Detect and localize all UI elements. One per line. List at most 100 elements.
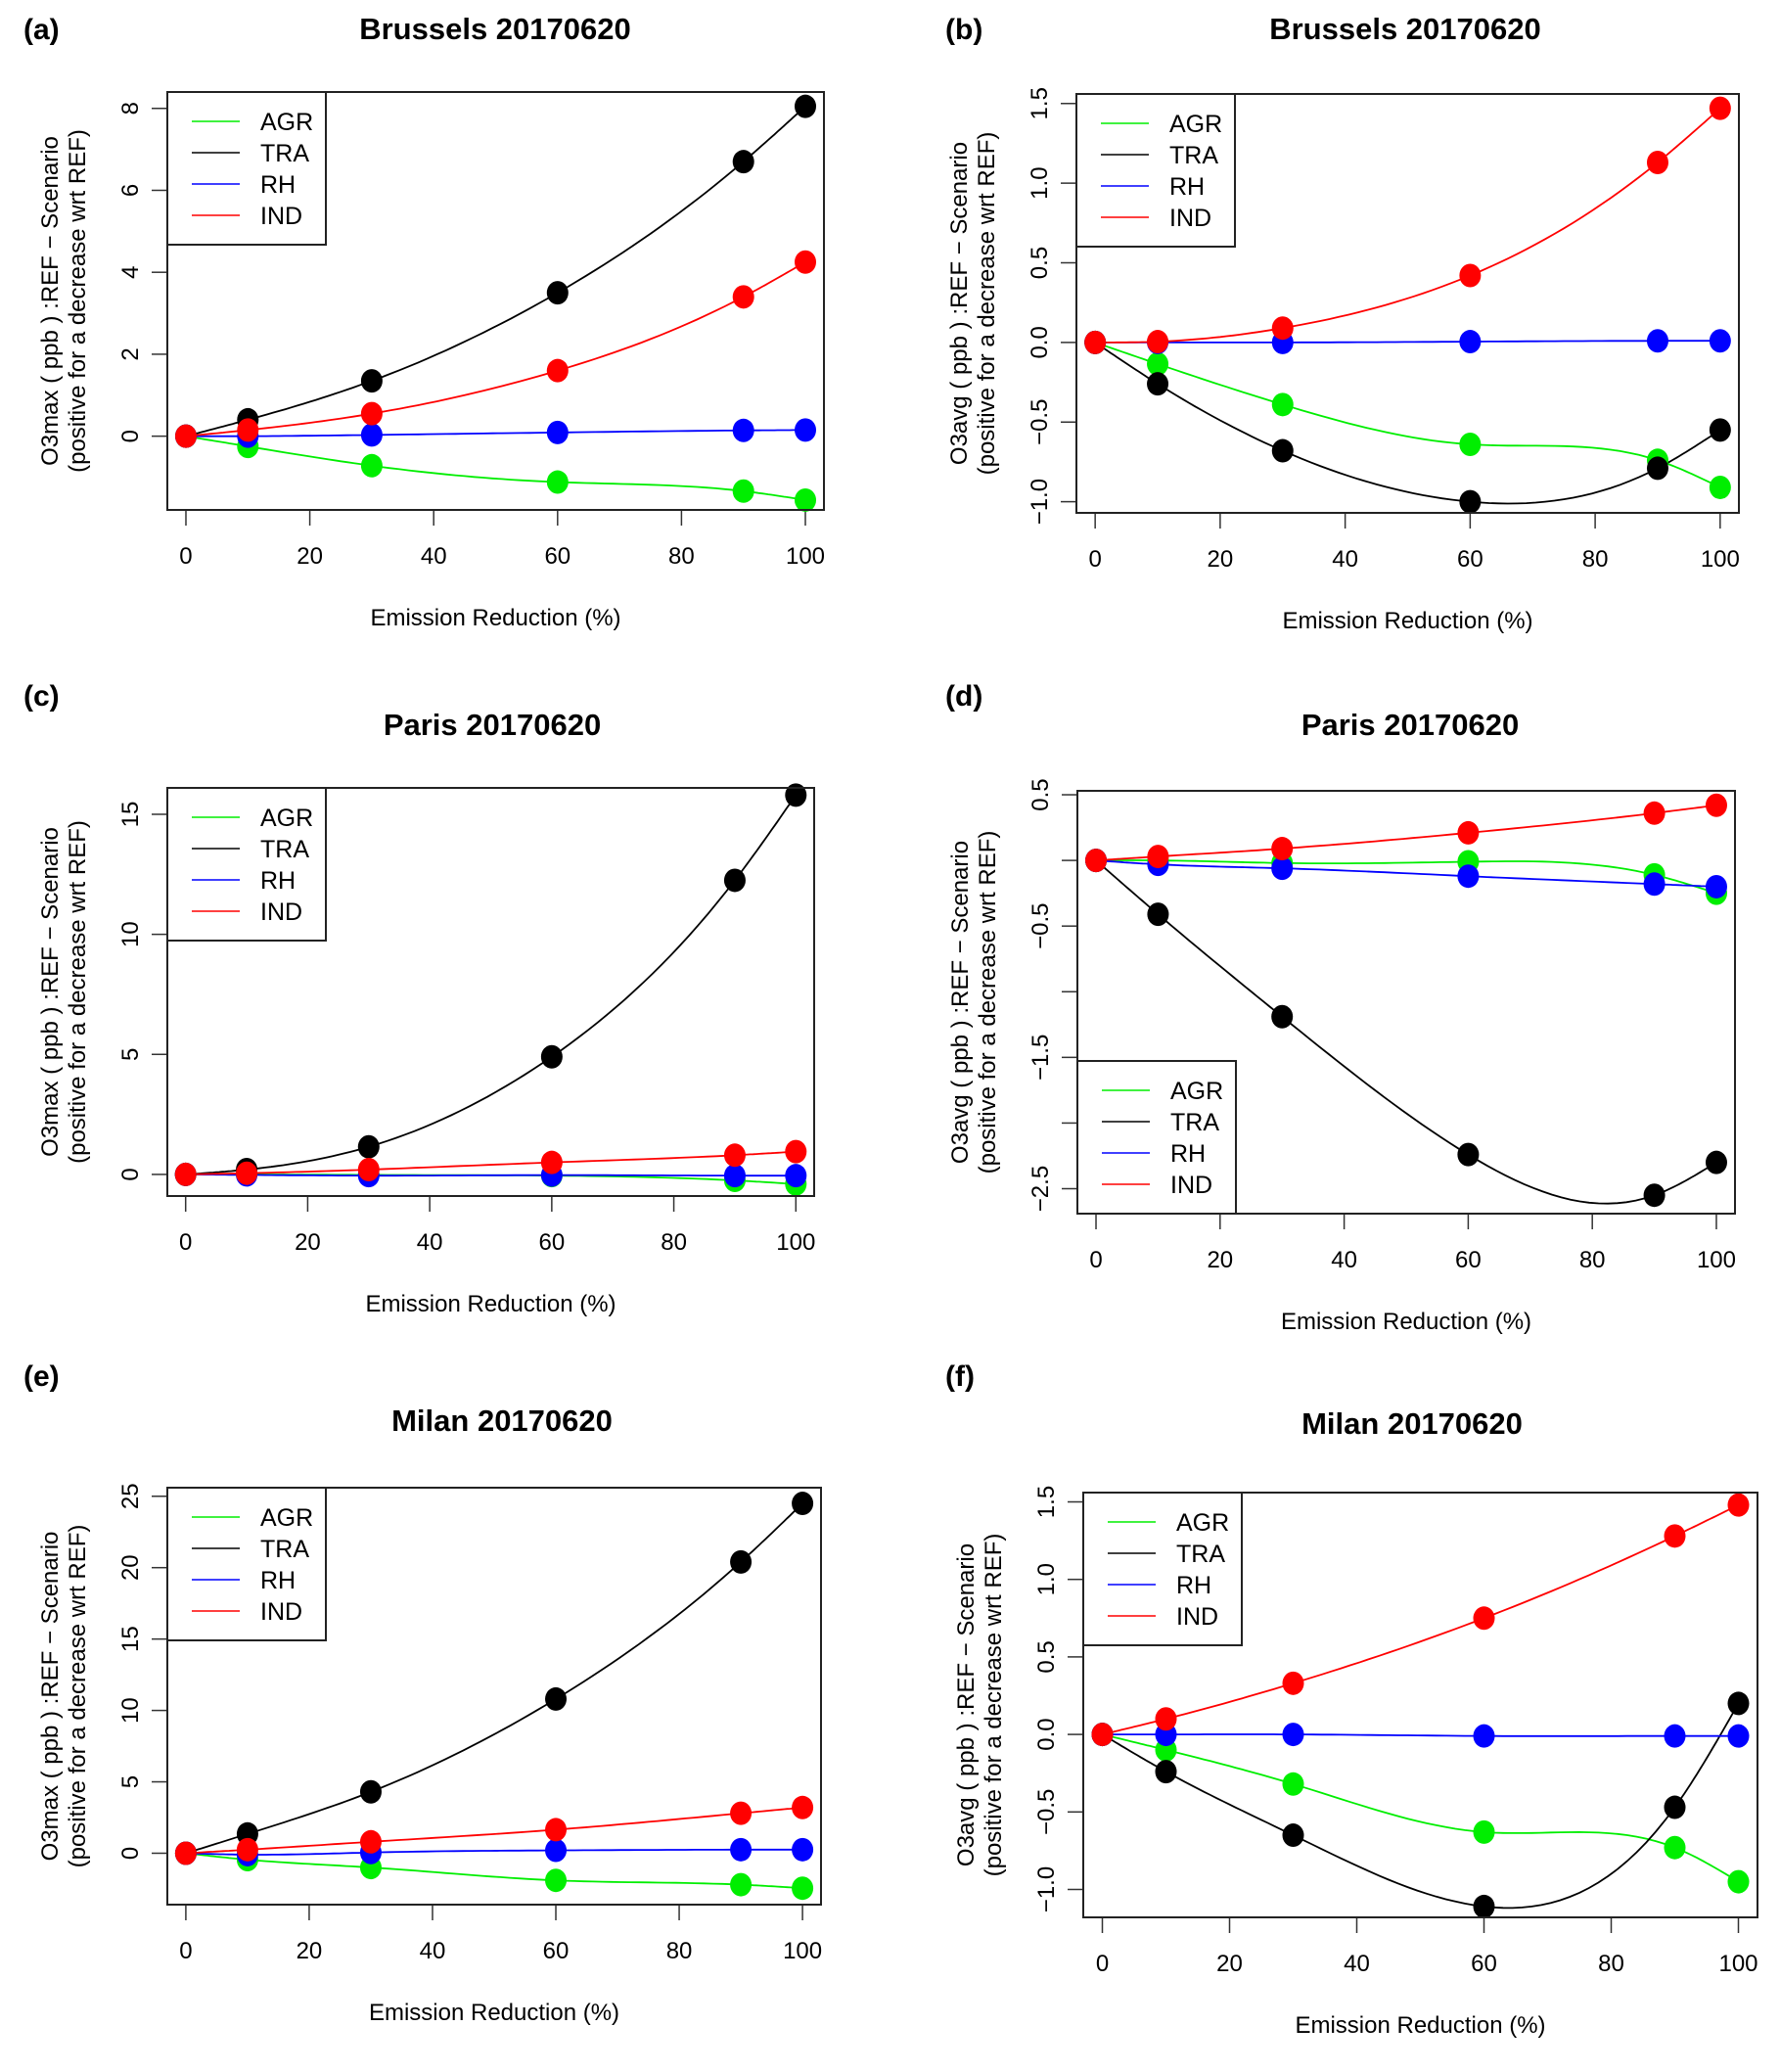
y-tick-label: 4 — [117, 266, 144, 279]
y-tick-label: 1.0 — [1033, 1563, 1060, 1595]
data-point-rh — [723, 1164, 746, 1188]
x-axis-label: Emission Reduction (%) — [365, 1291, 616, 1317]
data-point-tra — [545, 1686, 568, 1711]
x-tick-label: 100 — [783, 1938, 822, 1964]
legend-label-agr: AGR — [260, 1504, 313, 1532]
panel-b: (b) Brussels 20170620 0 20 40 60 80 100 −1.0 −0.5… — [945, 12, 1740, 634]
y-tick-label: 0.0 — [1033, 1718, 1060, 1750]
data-point-agr — [792, 1876, 814, 1901]
data-point-tra — [1473, 1894, 1495, 1918]
x-tick-label: 0 — [179, 543, 192, 570]
series-line-ind — [1102, 1503, 1739, 1735]
x-tick-label: 60 — [1455, 1247, 1482, 1273]
data-point-ind — [540, 1150, 563, 1174]
data-point-tra — [1457, 1142, 1480, 1167]
data-point-rh — [1271, 856, 1294, 881]
data-point-tra — [1643, 1183, 1666, 1208]
chart-title: Paris 20170620 — [384, 708, 601, 742]
legend-label-ind: IND — [1170, 1172, 1212, 1199]
x-tick-label: 80 — [666, 1938, 693, 1964]
data-point-ind — [174, 1841, 197, 1865]
data-point-tra — [357, 1134, 380, 1159]
x-tick-label: 20 — [1208, 546, 1234, 573]
data-point-agr — [730, 1872, 753, 1897]
x-tick-label: 0 — [1088, 546, 1101, 573]
x-tick-label: 60 — [1471, 1951, 1497, 1977]
x-tick-label: 40 — [417, 1229, 443, 1256]
y-axis-label: O3avg ( ppb ) :REF − Scenario — [946, 142, 973, 465]
data-point-tra — [730, 1549, 753, 1574]
panel-label: (a) — [23, 14, 60, 46]
y-axis-label: O3avg ( ppb ) :REF − Scenario — [947, 841, 974, 1164]
legend-label-agr: AGR — [1170, 1078, 1223, 1105]
x-tick-label: 20 — [1216, 1951, 1243, 1977]
y-tick-label: 15 — [117, 802, 144, 828]
legend-label-ind: IND — [260, 203, 302, 230]
data-point-ind — [1705, 793, 1727, 817]
data-point-ind — [237, 418, 259, 442]
data-point-rh — [1727, 1724, 1750, 1748]
data-point-ind — [1271, 837, 1294, 861]
chart-title: Brussels 20170620 — [359, 12, 631, 46]
series-line-rh — [1095, 859, 1717, 888]
legend-box — [1082, 1492, 1243, 1646]
data-point-ind — [792, 1795, 814, 1819]
x-tick-label: 80 — [1598, 1951, 1624, 1977]
data-point-agr — [546, 470, 569, 494]
plot-frame — [166, 787, 815, 1197]
x-tick-label: 0 — [179, 1938, 192, 1964]
data-point-tra — [732, 150, 754, 174]
x-tick-label: 100 — [1701, 546, 1740, 573]
data-point-rh — [546, 420, 569, 444]
panel-d: (d) Paris 20170620 0 20 40 60 80 100 −2.5 −1.5 −0.… — [945, 680, 1736, 1335]
plot-frame — [166, 1487, 822, 1906]
data-point-agr — [732, 479, 754, 503]
panel-label: (b) — [945, 14, 982, 46]
legend-label-agr: AGR — [260, 805, 313, 832]
data-point-tra — [546, 281, 569, 305]
series-line-agr — [1102, 1733, 1739, 1883]
x-tick-label: 40 — [420, 1938, 446, 1964]
x-tick-label: 40 — [1344, 1951, 1370, 1977]
series-line-rh — [185, 429, 805, 437]
data-point-rh — [1473, 1724, 1495, 1748]
plot-frame — [1082, 1492, 1758, 1918]
legend-label-tra: TRA — [260, 836, 309, 863]
x-tick-label: 60 — [539, 1229, 566, 1256]
x-tick-label: 20 — [1207, 1247, 1233, 1273]
x-tick-label: 40 — [1331, 1247, 1357, 1273]
data-point-ind — [1147, 845, 1169, 869]
legend-label-ind: IND — [1169, 205, 1211, 232]
panel-label: (d) — [945, 680, 982, 713]
y-tick-label: 0.0 — [1027, 326, 1053, 358]
data-point-agr — [1727, 1869, 1750, 1894]
legend-label-tra: TRA — [1170, 1109, 1219, 1136]
panel-label: (e) — [23, 1360, 60, 1393]
data-point-ind — [1643, 801, 1666, 825]
series-line-agr — [185, 435, 806, 501]
data-point-rh — [785, 1164, 807, 1188]
data-point-ind — [236, 1161, 258, 1185]
y-tick-label: −1.5 — [1027, 1035, 1054, 1081]
series-line-rh — [185, 1174, 797, 1177]
data-point-tra — [1709, 418, 1731, 442]
y-axis-label-sub: (positive for a decrease wrt REF) — [975, 831, 1001, 1174]
data-point-tra — [795, 94, 817, 118]
x-axis-label: Emission Reduction (%) — [1282, 608, 1532, 634]
data-point-agr — [1459, 433, 1482, 457]
plot-frame — [1075, 93, 1740, 514]
data-point-ind — [1084, 330, 1107, 354]
y-tick-label: 15 — [117, 1626, 144, 1652]
y-tick-label: 8 — [117, 102, 144, 115]
data-point-tra — [540, 1044, 563, 1069]
data-point-tra — [785, 783, 807, 807]
legend-label-agr: AGR — [260, 109, 313, 136]
data-point-tra — [1459, 489, 1482, 514]
data-point-rh — [792, 1837, 814, 1862]
series-line-rh — [185, 1848, 803, 1856]
data-point-agr — [1664, 1835, 1686, 1860]
data-point-rh — [1459, 330, 1482, 354]
series-line-tra — [1094, 342, 1721, 505]
y-axis-label-sub: (positive for a decrease wrt REF) — [65, 129, 91, 473]
x-tick-label: 80 — [661, 1229, 687, 1256]
